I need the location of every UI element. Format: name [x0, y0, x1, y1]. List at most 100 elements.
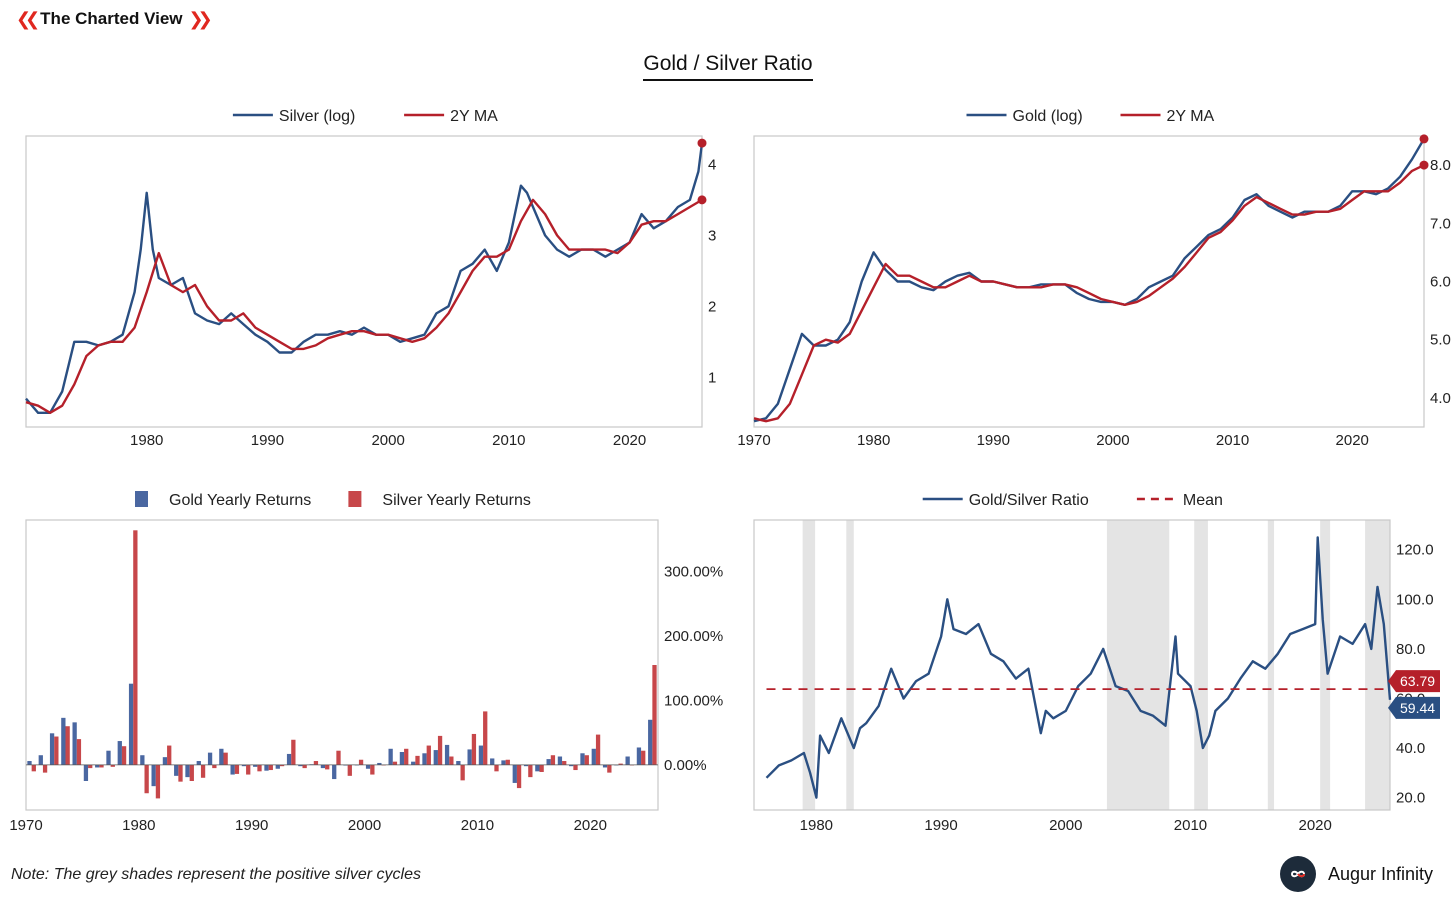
bar-silver [257, 764, 262, 772]
bar-gold [478, 745, 484, 765]
bar-gold [27, 761, 32, 765]
y-tick-label: 100.0 [1396, 591, 1434, 608]
chart-panel-2: 1970 1980 1990 2000 2010 2020 4.0 5.0 6.0 7.0 8.0 [737, 134, 1451, 449]
bar-silver [178, 764, 183, 782]
shaded-period [1267, 520, 1275, 810]
bar-silver [539, 764, 544, 772]
legend-2: Gold (log) 2Y MA [966, 108, 1215, 125]
shaded-period [1365, 520, 1390, 810]
chart-panel-1: 1980 1990 2000 2010 2020 1 2 3 4 [25, 135, 716, 449]
bar-silver [31, 764, 36, 772]
bar-silver [392, 761, 398, 765]
y-tick-label: 40.0 [1396, 740, 1425, 757]
brand-name: The Charted View [40, 9, 183, 28]
bar-gold [580, 753, 585, 765]
bar-silver [246, 764, 251, 775]
x-tick-label: 1990 [977, 432, 1010, 449]
bar-gold [207, 752, 213, 765]
legend-label: Gold/Silver Ratio [969, 492, 1089, 509]
legend-label: Gold Yearly Returns [169, 492, 311, 509]
plot-frame [25, 519, 659, 811]
bar-silver [460, 764, 465, 781]
plot-frame [753, 519, 1391, 811]
bar-silver [88, 764, 93, 769]
ma-line [25, 198, 703, 414]
bar-gold [174, 764, 179, 776]
footnote: Note: The grey shades represent the posi… [11, 866, 421, 883]
y-tick-label: 5.0 [1430, 332, 1451, 349]
bar-gold [433, 750, 438, 765]
bar-silver [516, 764, 522, 789]
bar-silver [268, 764, 273, 771]
bar-silver [494, 764, 499, 772]
bar-silver [415, 755, 420, 765]
bar-silver [133, 530, 138, 765]
mean-value-label: 63.79 [1400, 673, 1435, 689]
y-tick-label: 80.0 [1396, 641, 1425, 658]
bar-silver [449, 756, 454, 765]
bar-silver [347, 764, 352, 776]
bar-gold [264, 764, 269, 771]
legend-label: 2Y MA [450, 108, 498, 125]
bar-silver [358, 759, 364, 765]
legend-3: Gold Yearly Returns Silver Yearly Returns [135, 491, 531, 509]
bar-silver [471, 733, 477, 765]
series-line-primary [753, 138, 1426, 423]
bar-silver [110, 764, 115, 767]
shaded-period [846, 520, 854, 810]
bar-silver [483, 711, 488, 765]
bar-gold [648, 719, 653, 765]
bar-silver [325, 764, 330, 770]
shaded-period [1106, 520, 1170, 810]
bar-silver [223, 752, 228, 765]
x-tick-label: 1990 [924, 817, 957, 834]
x-tick-label: 2010 [1216, 432, 1249, 449]
y-tick-label: 200.00% [664, 628, 723, 645]
bar-gold [523, 764, 529, 767]
bar-gold [501, 760, 506, 765]
bar-gold [591, 748, 596, 765]
bar-silver [65, 726, 70, 765]
shaded-period [1194, 520, 1208, 810]
bar-gold [569, 764, 574, 767]
bar-gold [61, 717, 66, 765]
bar-gold [106, 750, 111, 765]
x-tick-label: 2000 [1049, 817, 1082, 834]
bar-silver [144, 764, 149, 794]
bar-gold [151, 764, 156, 787]
bar-gold [275, 764, 280, 769]
bar-silver [562, 761, 567, 765]
bar-gold [332, 764, 337, 780]
y-tick-label: 1 [708, 369, 716, 386]
bar-silver [641, 750, 646, 765]
bar-gold [388, 748, 393, 765]
x-tick-label: 2020 [574, 817, 607, 834]
legend-label: Gold (log) [1013, 108, 1083, 125]
bar-gold [128, 683, 134, 765]
mean-value-label-bg [1388, 670, 1440, 693]
plot-frame [753, 135, 1425, 428]
legend-4: Gold/Silver Ratio Mean [922, 492, 1223, 509]
chart-panel-3: 1970 1980 1990 2000 2010 2020 0.00% 100.00% 200.… [9, 519, 723, 834]
bar-gold [196, 761, 201, 765]
logo-name: Augur Infinity [1328, 863, 1434, 884]
y-tick-label: 4.0 [1430, 390, 1451, 407]
x-tick-label: 2020 [1336, 432, 1369, 449]
bar-gold [286, 753, 292, 765]
bar-silver [42, 764, 48, 773]
bar-silver [426, 745, 431, 765]
bar-silver [291, 739, 296, 765]
series-line-primary [765, 536, 1392, 799]
page-title-text: Gold / Silver Ratio [643, 52, 813, 81]
bar-gold [298, 764, 303, 767]
x-tick-label: 1990 [235, 817, 268, 834]
x-tick-label: 2000 [371, 432, 404, 449]
bar-silver [189, 764, 194, 781]
y-tick-label: 8.0 [1430, 157, 1451, 174]
bar-gold [422, 753, 427, 765]
bar-gold [625, 756, 630, 765]
bar-silver [99, 764, 104, 768]
bar-silver [618, 763, 623, 765]
bar-silver [505, 759, 510, 765]
infinity-glyph [1290, 870, 1306, 878]
